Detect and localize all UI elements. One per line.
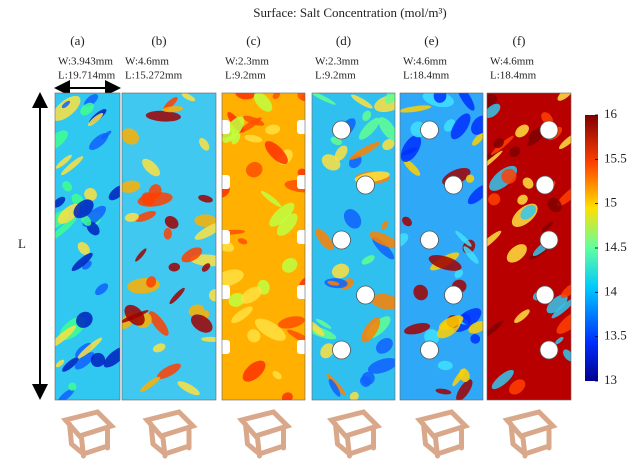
colorbar-tick-label: 16 bbox=[604, 106, 618, 121]
panel-label: (f) bbox=[513, 33, 526, 48]
notch bbox=[297, 120, 309, 134]
obstacle bbox=[421, 231, 439, 249]
obstacle bbox=[421, 121, 439, 139]
panel-width: W:3.943mm bbox=[58, 56, 113, 68]
colorbar-tick-label: 13 bbox=[604, 372, 617, 387]
structure-shape bbox=[332, 412, 378, 456]
notch bbox=[218, 175, 230, 189]
obstacle bbox=[540, 121, 558, 139]
panel-length: L:15.272mm bbox=[125, 70, 183, 82]
notch bbox=[218, 120, 230, 134]
obstacle bbox=[357, 176, 375, 194]
colorbar-tick-label: 14.5 bbox=[604, 239, 627, 254]
structure-icon bbox=[242, 412, 288, 456]
panel-label: (d) bbox=[336, 33, 351, 48]
contour-plot bbox=[303, 84, 407, 402]
contour-plot bbox=[475, 84, 586, 400]
figure: Surface: Salt Concentration (mol/m³) W L… bbox=[0, 0, 641, 473]
structure-shape bbox=[147, 412, 193, 456]
panel-width: W:4.6mm bbox=[490, 56, 534, 68]
structure-icon bbox=[420, 412, 466, 456]
contour-blob bbox=[164, 228, 172, 239]
obstacle bbox=[540, 231, 558, 249]
length-label: L bbox=[18, 236, 26, 251]
panel-label: (b) bbox=[151, 33, 166, 48]
obstacle bbox=[333, 231, 351, 249]
notch bbox=[297, 230, 309, 244]
panel-width: W:4.6mm bbox=[125, 56, 169, 68]
contour-plot bbox=[211, 86, 319, 404]
obstacle bbox=[536, 176, 554, 194]
colorbar-tick-label: 14 bbox=[604, 283, 618, 298]
panel-width: W:4.6mm bbox=[403, 56, 447, 68]
structure-shape bbox=[242, 412, 288, 456]
structure-shape bbox=[66, 412, 112, 456]
colorbar-tick-label: 13.5 bbox=[604, 328, 627, 343]
notch bbox=[218, 340, 230, 354]
structure-icon bbox=[66, 412, 112, 456]
obstacle bbox=[540, 341, 558, 359]
structure-icon bbox=[332, 412, 378, 456]
panel-width: W:2.3mm bbox=[315, 56, 359, 68]
colorbar-tick-label: 15.5 bbox=[604, 150, 627, 165]
panel-length: L:18.4mm bbox=[490, 70, 537, 82]
panel-width: W:2.3mm bbox=[225, 56, 269, 68]
obstacle bbox=[445, 176, 463, 194]
obstacle bbox=[421, 341, 439, 359]
panel-label: (e) bbox=[424, 33, 438, 48]
notch bbox=[297, 175, 309, 189]
structure-icon bbox=[507, 412, 553, 456]
obstacle bbox=[536, 286, 554, 304]
structure-shape bbox=[420, 412, 466, 456]
panel-length: L:9.2mm bbox=[315, 70, 356, 82]
structure-icon bbox=[147, 412, 193, 456]
obstacle bbox=[333, 121, 351, 139]
contour-plot bbox=[390, 83, 493, 403]
panel-length: L:9.2mm bbox=[225, 70, 266, 82]
panel-label: (a) bbox=[70, 33, 84, 48]
notch bbox=[297, 285, 309, 299]
obstacle bbox=[445, 286, 463, 304]
notch bbox=[218, 285, 230, 299]
contour-plot bbox=[117, 91, 226, 400]
obstacle bbox=[357, 286, 375, 304]
figure-title: Surface: Salt Concentration (mol/m³) bbox=[253, 5, 446, 20]
panel-length: L:19.714mm bbox=[58, 70, 116, 82]
notch bbox=[218, 230, 230, 244]
structure-shape bbox=[507, 412, 553, 456]
notch bbox=[297, 340, 309, 354]
panel-length: L:18.4mm bbox=[403, 70, 450, 82]
colorbar-tick-label: 15 bbox=[604, 195, 617, 210]
obstacle bbox=[333, 341, 351, 359]
panel-label: (c) bbox=[246, 33, 260, 48]
